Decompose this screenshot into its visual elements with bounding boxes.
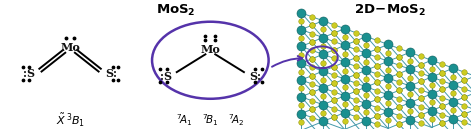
Text: $\tilde{X}\,{}^3B_1$: $\tilde{X}\,{}^3B_1$ (55, 112, 85, 129)
Text: S:: S: (249, 71, 261, 82)
Text: S:: S: (106, 68, 118, 79)
Text: Mo: Mo (60, 42, 80, 53)
Text: :S: :S (23, 68, 35, 79)
Text: Mo: Mo (201, 44, 220, 55)
Text: $\mathbf{2D\!-\!MoS_2}$: $\mathbf{2D\!-\!MoS_2}$ (354, 3, 426, 18)
FancyArrowPatch shape (272, 56, 302, 67)
Text: $^7\!A_1$: $^7\!A_1$ (176, 113, 193, 128)
Text: :S: :S (160, 71, 172, 82)
Text: $\mathbf{MoS_2}$: $\mathbf{MoS_2}$ (156, 3, 196, 18)
Text: $^7\!A_2$: $^7\!A_2$ (228, 113, 244, 128)
Text: $^7\!B_1$: $^7\!B_1$ (202, 113, 219, 128)
